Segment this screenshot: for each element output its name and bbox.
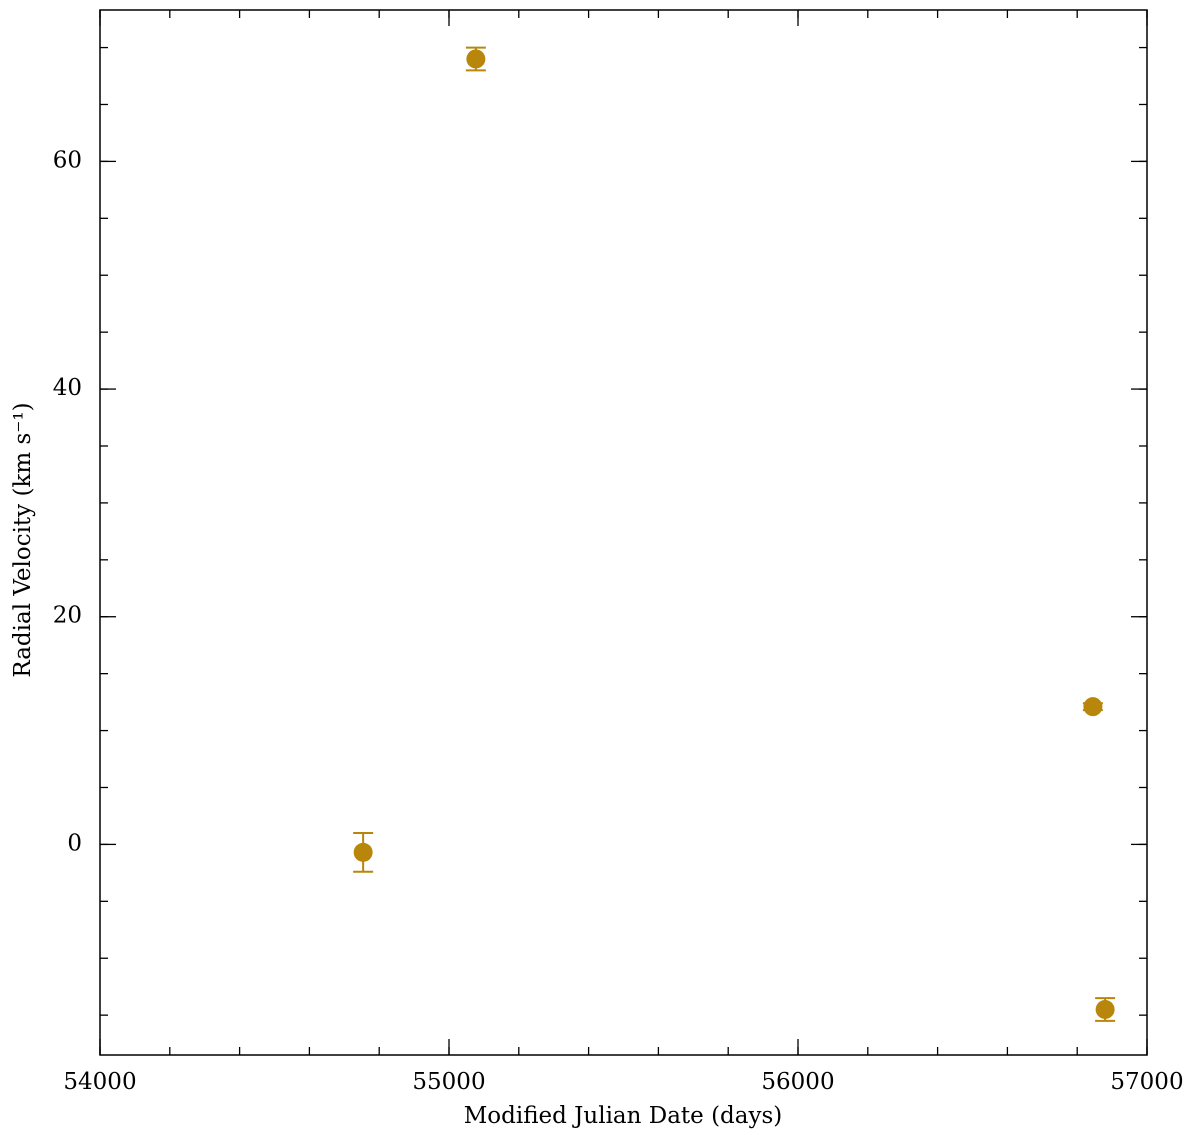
y-tick-label: 20	[53, 603, 82, 629]
plot-frame	[99, 9, 1148, 1056]
data-point	[466, 49, 486, 69]
y-axis-label: Radial Velocity (km s⁻¹)	[10, 402, 36, 677]
x-tick-label: 56000	[761, 1069, 834, 1095]
x-tick-label: 57000	[1110, 1069, 1183, 1095]
x-tick-label: 55000	[412, 1069, 485, 1095]
y-tick-label: 0	[67, 830, 82, 856]
data-point	[1095, 999, 1115, 1019]
data-point	[1083, 697, 1103, 717]
y-tick-label: 60	[53, 147, 82, 173]
x-tick-label: 54000	[63, 1069, 136, 1095]
data-point	[353, 842, 373, 862]
y-tick-label: 40	[53, 375, 82, 401]
x-axis-label: Modified Julian Date (days)	[464, 1103, 783, 1129]
